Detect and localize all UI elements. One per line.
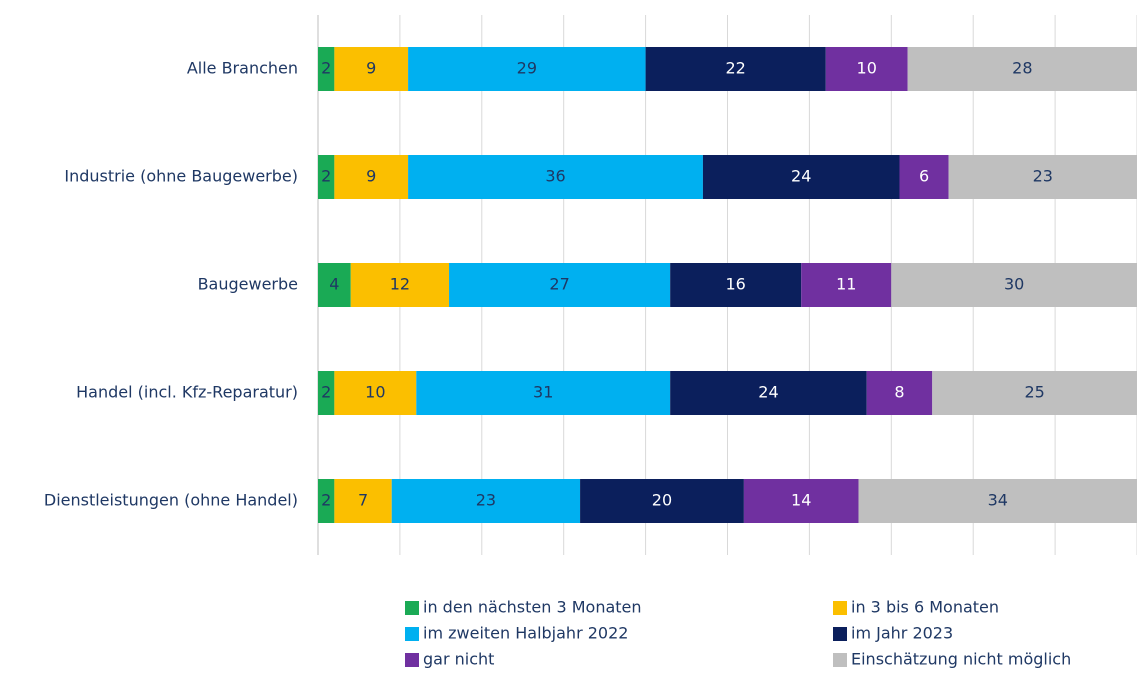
- data-label: 2: [321, 491, 331, 510]
- data-label: 22: [726, 59, 746, 78]
- bar-segment: [891, 263, 1137, 307]
- data-label: 27: [549, 275, 569, 294]
- bar-segment: [334, 479, 392, 523]
- data-label: 9: [366, 167, 376, 186]
- bar-segment: [801, 263, 892, 307]
- bar-segment: [932, 371, 1137, 415]
- data-label: 16: [726, 275, 746, 294]
- data-label: 23: [476, 491, 496, 510]
- bar-segment: [408, 155, 703, 199]
- data-label: 14: [791, 491, 811, 510]
- y-tick-label: Alle Branchen: [187, 59, 298, 78]
- data-label: 23: [1033, 167, 1053, 186]
- y-tick-label: Dienstleistungen (ohne Handel): [44, 491, 298, 510]
- data-label: 12: [390, 275, 410, 294]
- data-label: 24: [758, 383, 778, 402]
- data-label: 8: [894, 383, 904, 402]
- data-label: 9: [366, 59, 376, 78]
- bar-segment: [899, 155, 949, 199]
- bar-segment: [449, 263, 671, 307]
- y-tick-label: Baugewerbe: [198, 275, 298, 294]
- legend-label: in 3 bis 6 Monaten: [851, 598, 999, 617]
- legend-label: in den nächsten 3 Monaten: [423, 598, 642, 617]
- data-label: 6: [919, 167, 929, 186]
- data-label: 4: [329, 275, 339, 294]
- legend-swatch: [833, 627, 847, 641]
- legend-swatch: [405, 627, 419, 641]
- bar-segment: [318, 371, 335, 415]
- bar-segment: [866, 371, 933, 415]
- legend-swatch: [833, 601, 847, 615]
- bar-segment: [318, 263, 351, 307]
- data-label: 36: [545, 167, 565, 186]
- legend-label: im zweiten Halbjahr 2022: [423, 624, 628, 643]
- bar-segment: [408, 47, 646, 91]
- bar-segment: [645, 47, 826, 91]
- data-label: 10: [365, 383, 385, 402]
- data-label: 2: [321, 59, 331, 78]
- bar-segment: [350, 263, 450, 307]
- bar-segment: [825, 47, 908, 91]
- bar-segment: [907, 47, 1137, 91]
- data-label: 29: [517, 59, 537, 78]
- bar-segment: [334, 47, 409, 91]
- data-label: 24: [791, 167, 811, 186]
- data-label: 2: [321, 167, 331, 186]
- legend-swatch: [405, 653, 419, 667]
- bar-segment: [416, 371, 671, 415]
- data-label: 11: [836, 275, 856, 294]
- bar-segment: [318, 47, 335, 91]
- data-label: 10: [857, 59, 877, 78]
- legend-label: Einschätzung nicht möglich: [851, 650, 1071, 669]
- data-label: 28: [1012, 59, 1032, 78]
- legend-label: im Jahr 2023: [851, 624, 953, 643]
- bar-segment: [318, 479, 335, 523]
- data-label: 31: [533, 383, 553, 402]
- bar-segment: [858, 479, 1137, 523]
- bar-segment: [334, 371, 417, 415]
- legend-swatch: [405, 601, 419, 615]
- data-label: 2: [321, 383, 331, 402]
- data-label: 7: [358, 491, 368, 510]
- data-label: 30: [1004, 275, 1024, 294]
- legend-swatch: [833, 653, 847, 667]
- bar-segment: [670, 263, 802, 307]
- bar-segment: [670, 371, 867, 415]
- bar-segment: [743, 479, 859, 523]
- data-label: 34: [988, 491, 1008, 510]
- bar-segment: [580, 479, 744, 523]
- data-label: 20: [652, 491, 672, 510]
- bar-segment: [318, 155, 335, 199]
- y-tick-label: Handel (incl. Kfz-Reparatur): [76, 383, 298, 402]
- y-tick-label: Industrie (ohne Baugewerbe): [64, 167, 298, 186]
- legend-label: gar nicht: [423, 650, 494, 669]
- bar-segment: [334, 155, 409, 199]
- bar-segment: [948, 155, 1137, 199]
- bar-segment: [702, 155, 900, 199]
- bar-segment: [391, 479, 581, 523]
- data-label: 25: [1024, 383, 1044, 402]
